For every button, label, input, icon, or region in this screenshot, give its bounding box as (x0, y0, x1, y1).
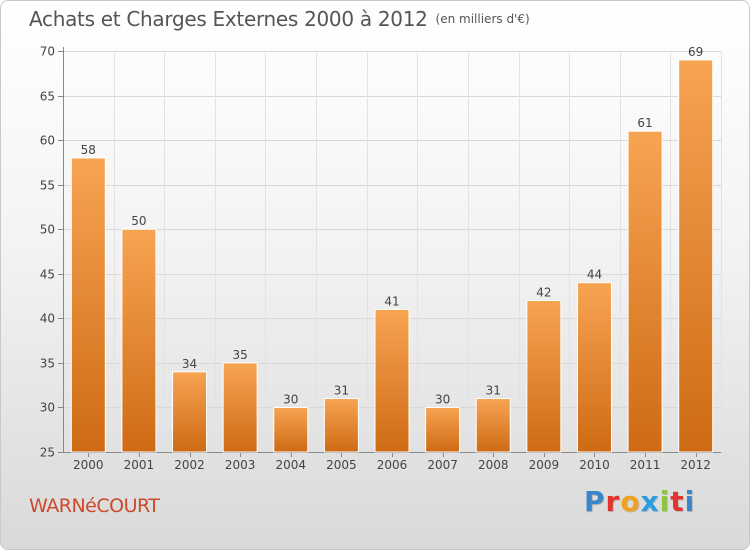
value-label-2002: 34 (182, 357, 197, 371)
logo-letter: t (670, 485, 685, 518)
y-tick-label: 40 (40, 312, 55, 326)
x-tick-label-2011: 2011 (630, 458, 661, 472)
logo-letter: r (605, 485, 621, 518)
x-tick-label-2001: 2001 (124, 458, 155, 472)
logo-letter: x (640, 485, 660, 518)
x-tick-label-2010: 2010 (579, 458, 610, 472)
bar-2004[interactable] (273, 406, 309, 453)
x-tick-label-2009: 2009 (529, 458, 560, 472)
x-tick-label-2002: 2002 (174, 458, 205, 472)
y-tick-label: 50 (40, 223, 55, 237)
y-tick-label: 60 (40, 134, 55, 148)
bar-2005[interactable] (323, 398, 359, 453)
x-tick-label-2003: 2003 (225, 458, 256, 472)
value-label-2012: 69 (688, 45, 703, 59)
title-text: Achats et Charges Externes 2000 à 2012 (29, 7, 428, 31)
x-tick-label-2006: 2006 (377, 458, 408, 472)
y-tick-label: 30 (40, 401, 55, 415)
bar-2001[interactable] (121, 228, 157, 453)
x-tick-label-2008: 2008 (478, 458, 509, 472)
bar-2009[interactable] (526, 300, 562, 453)
value-label-2001: 50 (131, 214, 146, 228)
y-tick-label: 65 (40, 90, 55, 104)
logo-letter: i (659, 485, 671, 518)
value-label-2000: 58 (81, 143, 96, 157)
value-label-2007: 30 (435, 392, 450, 406)
bar-2010[interactable] (576, 282, 612, 453)
value-label-2006: 41 (384, 294, 399, 308)
bars (70, 59, 714, 453)
value-label-2004: 30 (283, 392, 298, 406)
bar-2006[interactable] (374, 308, 410, 453)
chart-title: Achats et Charges Externes 2000 à 2012 (e… (29, 7, 530, 31)
value-label-2010: 44 (587, 268, 602, 282)
value-label-2011: 61 (637, 116, 652, 130)
bar-2003[interactable] (222, 362, 258, 453)
value-label-2003: 35 (233, 348, 248, 362)
bar-2011[interactable] (627, 130, 663, 453)
y-tick-label: 45 (40, 268, 55, 282)
x-tick-label-2007: 2007 (427, 458, 458, 472)
data-labels: 58 2000 50 2001 34 2002 35 2003 30 2004 31 2005 41 20… (73, 45, 711, 472)
value-label-2009: 42 (536, 286, 551, 300)
x-tick-label-2012: 2012 (680, 458, 711, 472)
x-tick-label-2004: 2004 (275, 458, 306, 472)
y-tick-label: 35 (40, 357, 55, 371)
logo-letter: i (684, 485, 696, 518)
logo-letter: P (584, 485, 606, 518)
y-tick-label: 25 (40, 446, 55, 460)
unit-label: (en milliers d'€) (435, 12, 530, 26)
value-label-2005: 31 (334, 384, 349, 398)
bar-2012[interactable] (678, 59, 714, 453)
bar-2007[interactable] (425, 406, 461, 453)
y-tick-label: 55 (40, 179, 55, 193)
x-tick-label-2005: 2005 (326, 458, 357, 472)
bar-2008[interactable] (475, 398, 511, 453)
proxiti-logo[interactable]: Proxiti (584, 485, 695, 518)
value-label-2008: 31 (486, 384, 501, 398)
y-tick-label: 70 (40, 45, 55, 59)
logo-letter: o (620, 485, 641, 518)
x-tick-label-2000: 2000 (73, 458, 104, 472)
bar-2002[interactable] (172, 371, 208, 453)
town-name: WARNéCOURT (29, 495, 160, 517)
bar-2000[interactable] (70, 157, 106, 453)
